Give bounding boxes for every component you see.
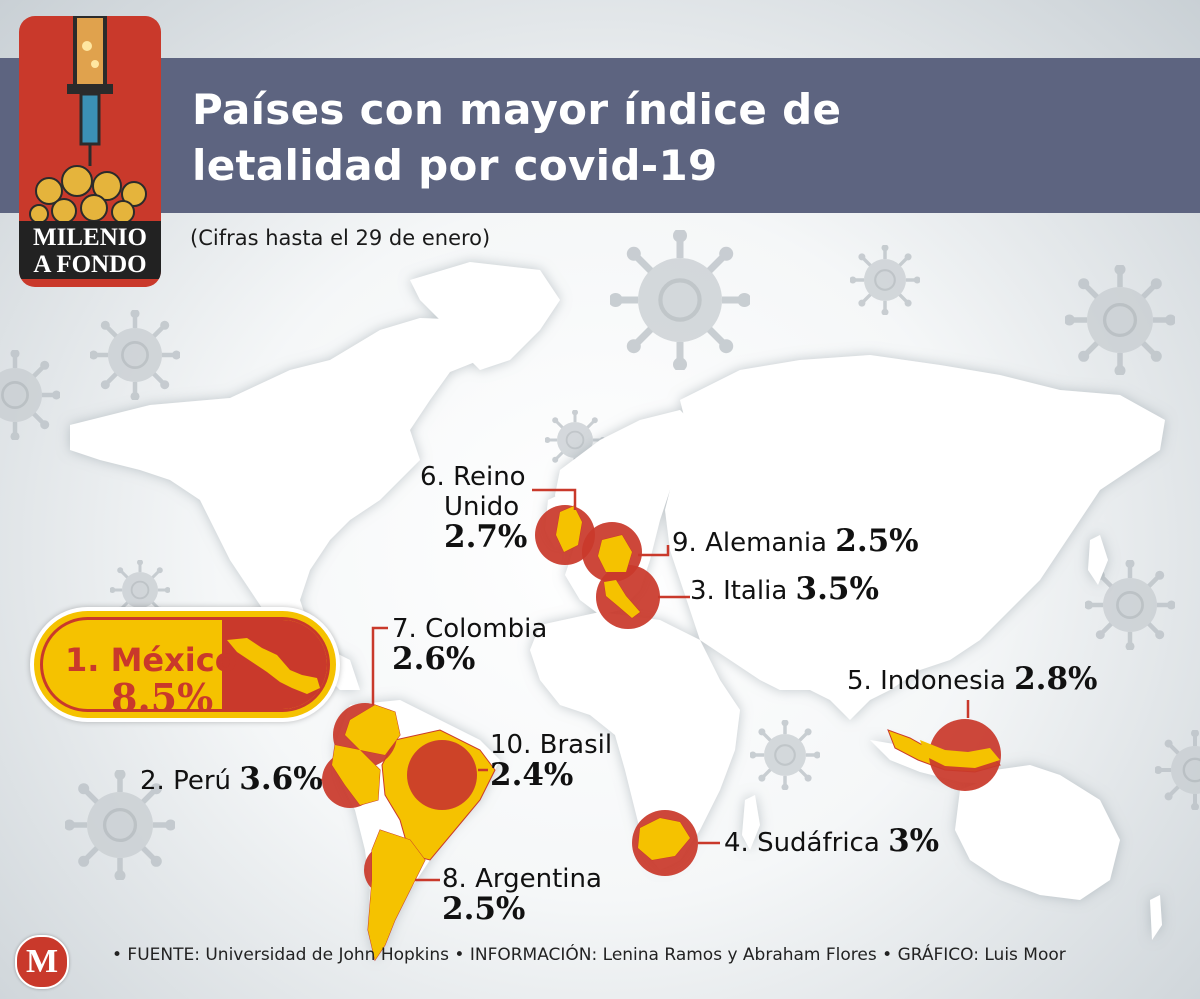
- peru-label: 2. Perú 3.6%: [140, 761, 323, 797]
- brazil-marker: [407, 740, 477, 810]
- colombia-label: 7. Colombia 2.6%: [392, 614, 548, 677]
- virus-icon: [609, 229, 752, 372]
- mexico-rate: 8.5%: [111, 675, 214, 720]
- virus-icon: [750, 720, 820, 790]
- brasil-label: 10. Brasil 2.4%: [490, 730, 613, 793]
- north-america: [70, 318, 500, 690]
- mexico-highlight: 1. México 8.5%: [30, 607, 340, 722]
- mexico-label: 1. México: [65, 641, 237, 679]
- virus-icon: [89, 309, 181, 401]
- africa: [530, 612, 740, 870]
- virus-icon: [850, 245, 920, 315]
- indonesia-label: 5. Indonesia 2.8%: [847, 661, 1098, 697]
- asia: [665, 355, 1165, 720]
- source-credit: • FUENTE: Universidad de John Hopkins: [112, 945, 449, 965]
- reino-unido-rate: 2.7%: [444, 519, 528, 555]
- colombia-rate: 2.6%: [392, 641, 476, 677]
- new-zealand: [1150, 895, 1162, 940]
- page-title: Países con mayor índice de letalidad por…: [192, 85, 842, 190]
- leader-lines: [318, 488, 970, 882]
- australia: [955, 770, 1120, 900]
- virus-icon: [1064, 264, 1176, 376]
- argentina-label: 8. Argentina 2.5%: [442, 864, 602, 927]
- milenio-a-fondo-logo: MILENIO A FONDO: [19, 16, 161, 287]
- syringe-icon: [29, 16, 147, 224]
- page-subtitle: (Cifras hasta el 29 de enero): [190, 226, 491, 250]
- alemania-rate: 2.5%: [835, 523, 919, 559]
- virus-icon: [1155, 730, 1200, 810]
- italia-rate: 3.5%: [795, 571, 879, 607]
- title-bar: [0, 58, 1200, 213]
- mexico-red-cap: [222, 620, 327, 709]
- reino-unido-label: 6. Reino Unido 2.7%: [420, 462, 528, 555]
- logo-label: MILENIO A FONDO: [19, 221, 161, 279]
- argentina-rate: 2.5%: [442, 891, 526, 927]
- peru-rate: 3.6%: [239, 761, 323, 797]
- japan: [1088, 535, 1108, 585]
- highlighted-countries-top: [332, 506, 1000, 960]
- madagascar: [742, 795, 760, 850]
- sudafrica-rate: 3%: [888, 823, 940, 859]
- credits-footer: • FUENTE: Universidad de John Hopkins • …: [112, 945, 1066, 965]
- greenland: [410, 262, 560, 370]
- italy-marker: [596, 565, 660, 629]
- indonesia-rate: 2.8%: [1014, 661, 1098, 697]
- graphic-credit: • GRÁFICO: Luis Moor: [882, 945, 1066, 965]
- alemania-label: 9. Alemania 2.5%: [672, 523, 919, 559]
- sudafrica-label: 4. Sudáfrica 3%: [724, 823, 940, 859]
- brasil-rate: 2.4%: [490, 757, 574, 793]
- indonesia-islands: [870, 740, 1060, 785]
- info-credit: • INFORMACIÓN: Lenina Ramos y Abraham Fl…: [454, 945, 877, 965]
- italia-label: 3. Italia 3.5%: [690, 571, 879, 607]
- milenio-m-logo: M: [15, 935, 69, 989]
- virus-icon: [0, 349, 61, 441]
- mexico-shape: [227, 638, 320, 694]
